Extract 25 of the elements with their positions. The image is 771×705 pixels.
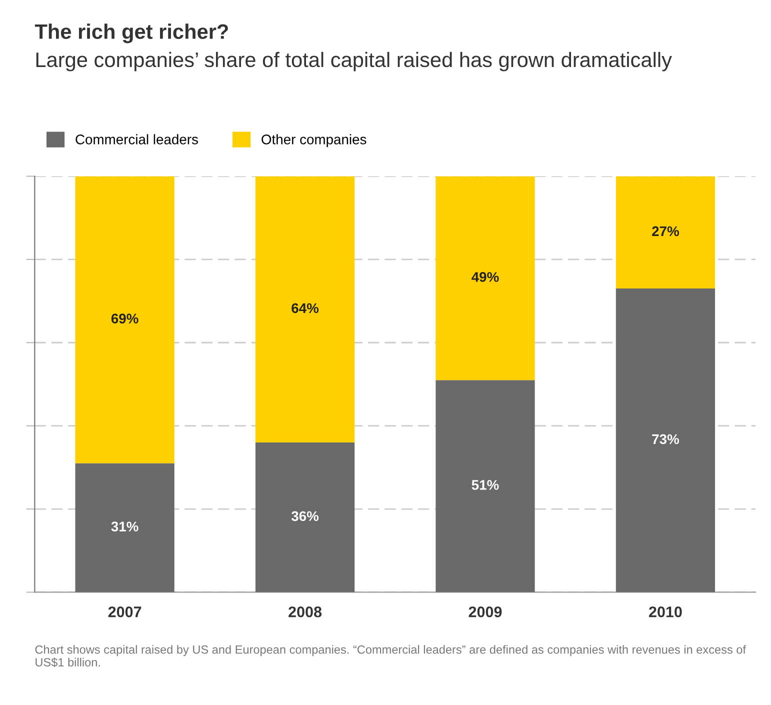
x-tick-label: 2008	[288, 606, 322, 618]
chart-title: The rich get richer?	[34, 24, 228, 44]
x-tick-label: 2009	[468, 606, 502, 618]
legend-label: Commercial leaders	[76, 134, 198, 144]
bar	[255, 176, 355, 442]
legend-label: Other companies	[262, 134, 366, 148]
data-label: 36%	[291, 511, 319, 522]
bar	[436, 176, 535, 380]
bar	[436, 380, 535, 592]
data-label: 31%	[111, 522, 138, 532]
data-label: 51%	[472, 480, 499, 490]
x-tick-label: 2007	[108, 606, 142, 618]
data-label: 27%	[652, 226, 680, 236]
bar	[616, 176, 716, 289]
data-label: 73%	[652, 434, 680, 444]
data-label: 64%	[292, 303, 319, 314]
data-label: 69%	[111, 314, 138, 324]
bar	[75, 463, 174, 592]
data-label: 49%	[472, 272, 499, 282]
chart-subtitle: Large companies’ share of total capital raised has grown dramatically	[36, 52, 672, 72]
bar	[75, 176, 174, 464]
bar	[616, 288, 716, 592]
text: Chart shows capital raised by US and European companies. “Commercial leaders” are defined as companies with revenues in excess of US$1 billion.	[35, 645, 746, 668]
bar	[255, 442, 355, 592]
x-tick-label: 2010	[649, 606, 682, 618]
